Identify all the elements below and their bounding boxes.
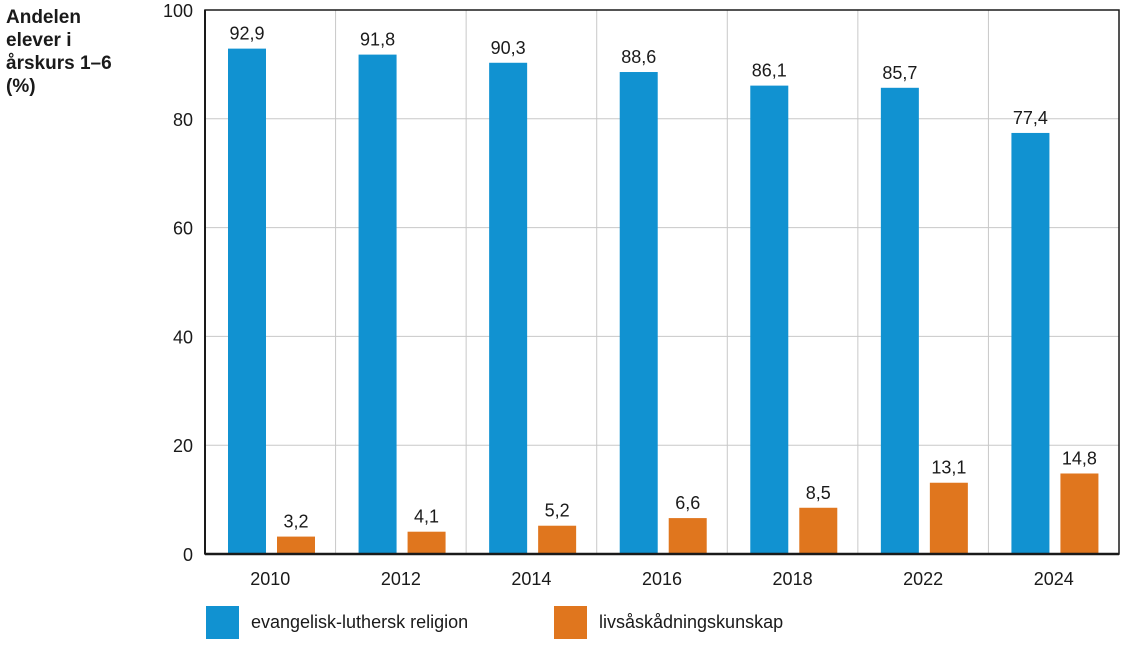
y-axis-title: Andelen elever i årskurs 1–6 (%) xyxy=(6,6,146,98)
y-axis-title-line: årskurs 1–6 xyxy=(6,53,112,74)
bar-evangelisk-2018 xyxy=(750,85,789,554)
data-label: 6,6 xyxy=(675,493,700,513)
x-tick-label: 2010 xyxy=(250,569,290,589)
x-tick-label: 2016 xyxy=(642,569,682,589)
legend-label: evangelisk-luthersk religion xyxy=(251,612,469,632)
legend-label: livsåskådningskunskap xyxy=(599,612,784,632)
data-label: 14,8 xyxy=(1062,448,1097,468)
data-label: 4,1 xyxy=(414,507,439,527)
legend-item-series-1: evangelisk-luthersk religion xyxy=(206,606,468,639)
y-tick-label: 100 xyxy=(163,1,193,21)
data-label: 85,7 xyxy=(882,63,917,83)
data-label: 91,8 xyxy=(360,30,395,50)
x-tick-label: 2012 xyxy=(381,569,421,589)
data-label: 77,4 xyxy=(1013,108,1048,128)
legend-item-series-2: livsåskådningskunskap xyxy=(554,606,783,639)
data-label: 90,3 xyxy=(491,38,526,58)
bar-evangelisk-2016 xyxy=(619,72,658,555)
data-label: 92,9 xyxy=(229,24,264,44)
y-tick-label: 80 xyxy=(173,110,193,130)
bar-livsaskadning-2024 xyxy=(1060,473,1099,554)
data-label: 13,1 xyxy=(931,458,966,478)
data-label: 88,6 xyxy=(621,47,656,67)
y-axis-title-line: elever i xyxy=(6,30,72,51)
x-tick-label: 2014 xyxy=(511,569,551,589)
y-axis-title-line: Andelen xyxy=(6,7,81,28)
legend-swatch-blue xyxy=(206,606,239,639)
bar-evangelisk-2022 xyxy=(880,87,919,555)
bar-livsaskadning-2022 xyxy=(929,482,968,554)
x-tick-label: 2022 xyxy=(903,569,943,589)
bar-livsaskadning-2010 xyxy=(277,536,315,554)
data-label: 5,2 xyxy=(545,501,570,521)
bar-chart: 0 20 40 60 80 100 92,9 3,2 2010 91,8 4,1 2012 90,3 5,… xyxy=(163,1,1120,589)
bar-evangelisk-2014 xyxy=(489,62,528,554)
bar-livsaskadning-2016 xyxy=(668,518,707,554)
y-tick-label: 60 xyxy=(173,219,193,239)
data-label: 3,2 xyxy=(283,512,308,532)
bar-livsaskadning-2012 xyxy=(407,531,446,554)
bar-evangelisk-2024 xyxy=(1011,132,1050,554)
bar-livsaskadning-2018 xyxy=(799,507,838,554)
legend-swatch-orange xyxy=(554,606,587,639)
plot-frame xyxy=(204,9,1120,555)
y-tick-label: 40 xyxy=(173,327,193,347)
x-tick-label: 2024 xyxy=(1034,569,1074,589)
bar-evangelisk-2010 xyxy=(228,48,266,555)
y-tick-label: 20 xyxy=(173,436,193,456)
data-label: 86,1 xyxy=(752,61,787,81)
bar-livsaskadning-2014 xyxy=(538,525,577,554)
y-axis-title-line: (%) xyxy=(6,76,36,97)
bar-evangelisk-2012 xyxy=(358,54,397,554)
x-tick-label: 2018 xyxy=(773,569,813,589)
data-label: 8,5 xyxy=(806,483,831,503)
y-tick-label: 0 xyxy=(183,545,193,565)
